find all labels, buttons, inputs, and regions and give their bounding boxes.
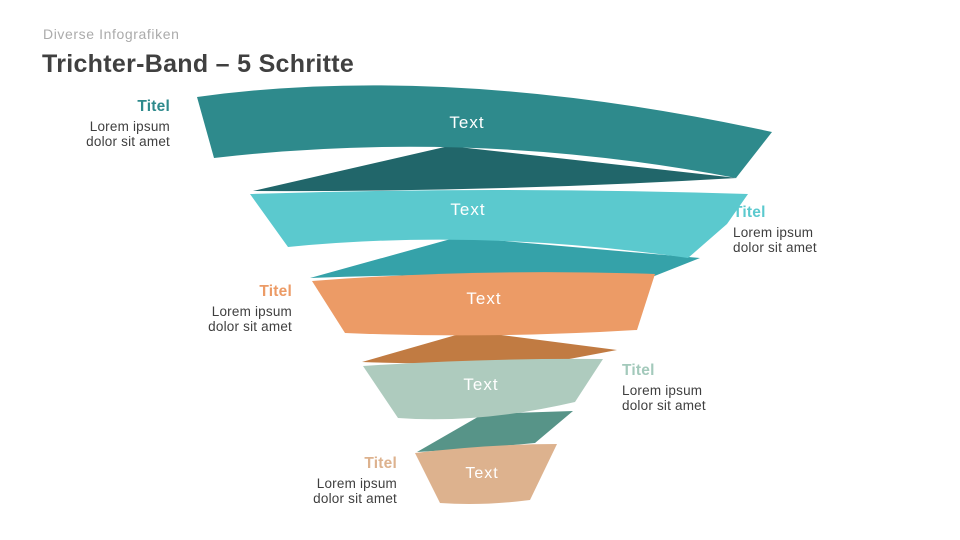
slide-kicker: Diverse Infografiken xyxy=(43,26,180,42)
step-4-band-text: Text xyxy=(463,375,498,394)
funnel-step-1-underside xyxy=(253,146,737,192)
step-4-label-line-1: Lorem ipsum xyxy=(622,383,702,398)
step-2-label-line-2: dolor sit amet xyxy=(733,240,817,255)
step-3-label-title: Titel xyxy=(259,283,292,300)
step-2-label: Titel Lorem ipsum dolor sit amet xyxy=(733,204,817,255)
funnel-step-2-underside xyxy=(310,237,700,278)
step-1-label-title: Titel xyxy=(137,98,170,115)
step-1-label: Titel Lorem ipsum dolor sit amet xyxy=(86,98,170,149)
funnel-step-3-band xyxy=(312,272,655,336)
page-title: Trichter-Band – 5 Schritte xyxy=(42,50,355,78)
step-5-band-text: Text xyxy=(465,465,498,482)
step-4-label-line-2: dolor sit amet xyxy=(622,398,706,413)
step-4-label-title: Titel xyxy=(622,362,655,379)
step-1-band-text: Text xyxy=(449,113,484,132)
funnel-step-4-band xyxy=(363,358,603,420)
step-5-label-title: Titel xyxy=(364,455,397,472)
step-2-label-title: Titel xyxy=(733,204,766,221)
step-1-label-line-1: Lorem ipsum xyxy=(90,119,170,134)
step-5-label-line-2: dolor sit amet xyxy=(313,491,397,506)
funnel-step-3-underside xyxy=(362,331,617,364)
step-2-band-text: Text xyxy=(450,200,485,219)
step-4-label: Titel Lorem ipsum dolor sit amet xyxy=(622,362,706,413)
step-3-band-text: Text xyxy=(466,289,501,308)
step-1-label-line-2: dolor sit amet xyxy=(86,134,170,149)
step-3-label-line-1: Lorem ipsum xyxy=(212,304,292,319)
funnel-step-1-band xyxy=(197,85,772,178)
step-5-label: Titel Lorem ipsum dolor sit amet xyxy=(313,455,397,506)
step-2-label-line-1: Lorem ipsum xyxy=(733,225,813,240)
step-5-label-line-1: Lorem ipsum xyxy=(317,476,397,491)
step-3-label-line-2: dolor sit amet xyxy=(208,319,292,334)
funnel-step-4-underside xyxy=(417,411,573,452)
funnel-step-5-band xyxy=(415,444,557,504)
step-3-label: Titel Lorem ipsum dolor sit amet xyxy=(208,283,292,334)
funnel-step-2-band xyxy=(250,190,748,258)
